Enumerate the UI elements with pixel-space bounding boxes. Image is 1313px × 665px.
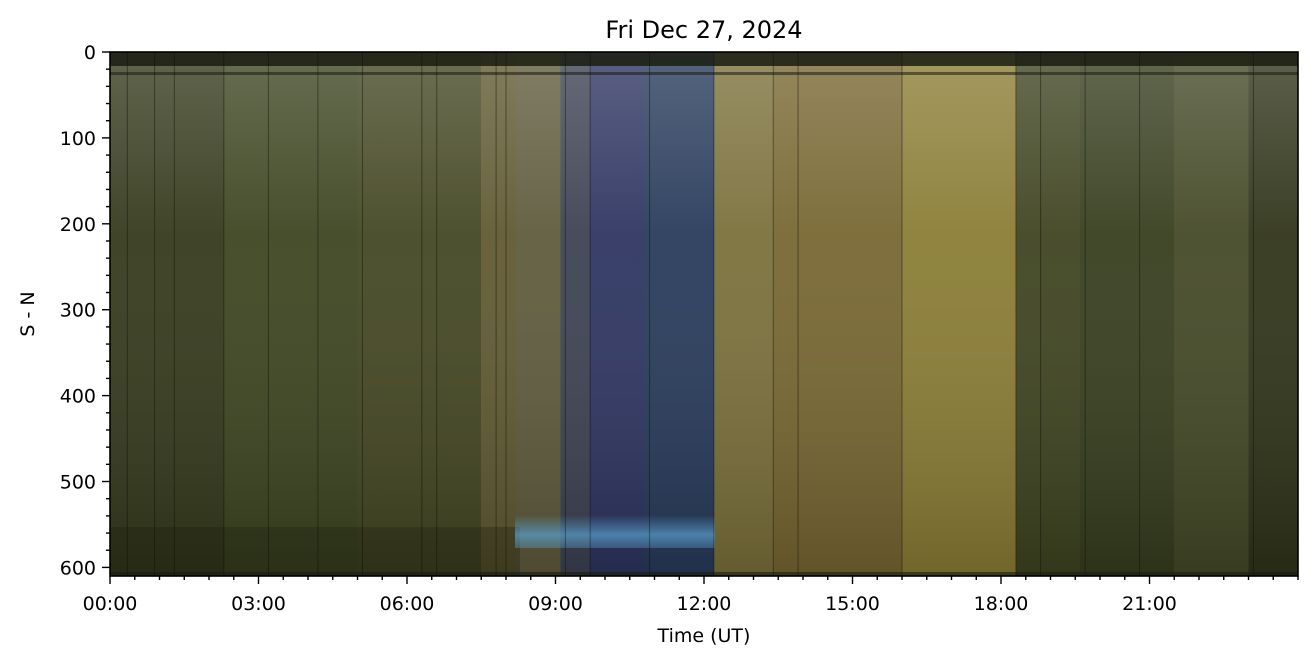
x-axis: 00:00 03:00 06:00 09:00 12:00 15:00 18:00 21:00 bbox=[83, 576, 1299, 615]
chart-title: Fri Dec 27, 2024 bbox=[605, 16, 802, 44]
x-tick-label: 12:00 bbox=[677, 593, 732, 615]
y-tick-label: 600 bbox=[60, 557, 96, 579]
bottom-edge-line bbox=[110, 572, 1298, 576]
plot-area bbox=[110, 52, 1298, 576]
y-tick-label: 300 bbox=[60, 300, 96, 322]
x-tick-label: 18:00 bbox=[974, 593, 1029, 615]
y-axis-label: S - N bbox=[17, 291, 39, 336]
y-tick-label: 400 bbox=[60, 386, 96, 408]
heatmap-shading bbox=[110, 52, 1298, 576]
top-dark-stripe bbox=[110, 52, 1298, 66]
y-tick-label: 200 bbox=[60, 214, 96, 236]
x-tick-label: 15:00 bbox=[825, 593, 880, 615]
y-tick-label: 500 bbox=[60, 472, 96, 494]
x-tick-label: 00:00 bbox=[83, 593, 138, 615]
x-tick-label: 06:00 bbox=[380, 593, 435, 615]
y-axis: 0 100 200 300 400 500 600 bbox=[60, 42, 110, 579]
x-tick-label: 09:00 bbox=[528, 593, 583, 615]
bottom-dark-band bbox=[110, 527, 520, 576]
y-tick-label: 100 bbox=[60, 128, 96, 150]
y-tick-label: 0 bbox=[84, 42, 96, 64]
bottom-blue-glow bbox=[515, 515, 715, 548]
top-dark-line bbox=[110, 72, 1298, 75]
vertical-streaks bbox=[126, 52, 1254, 576]
x-tick-label: 21:00 bbox=[1122, 593, 1177, 615]
x-tick-label: 03:00 bbox=[231, 593, 286, 615]
x-axis-label: Time (UT) bbox=[657, 625, 751, 647]
